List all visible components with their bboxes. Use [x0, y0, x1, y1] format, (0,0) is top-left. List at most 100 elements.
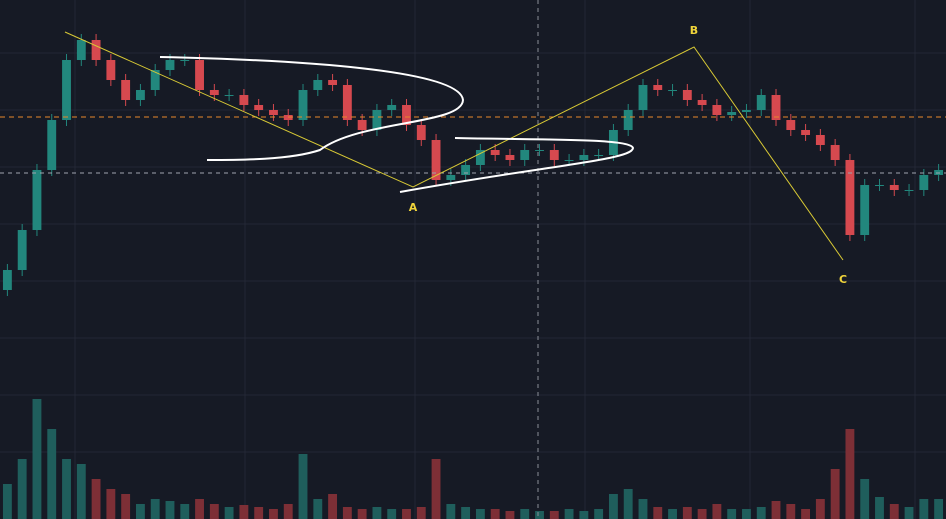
volume-bar	[490, 509, 500, 519]
volume-bar	[106, 489, 116, 519]
candle-body	[357, 120, 367, 130]
candle-body	[653, 85, 663, 90]
volume-bar	[121, 494, 131, 519]
candle-body	[165, 60, 175, 70]
volume-bar	[520, 509, 530, 519]
wave-label: A	[409, 201, 418, 214]
candle-body	[475, 150, 485, 165]
candle-body	[195, 60, 204, 90]
candle-body	[76, 40, 86, 60]
wave-lines	[64, 31, 844, 261]
volume-bar	[934, 499, 944, 519]
volume-bar	[594, 509, 604, 519]
volume-bar	[195, 499, 204, 519]
candle-body	[786, 120, 796, 130]
volume-bar	[668, 509, 677, 519]
candle-body	[461, 165, 471, 175]
candle-body	[106, 60, 116, 80]
candle-body	[771, 95, 781, 120]
volume-bar	[357, 509, 367, 519]
volume-bar	[742, 509, 751, 519]
candle-body	[904, 190, 914, 191]
volume-bar	[431, 459, 441, 519]
candle-body	[549, 150, 559, 160]
candle-body	[697, 100, 707, 105]
volume-bar	[2, 484, 12, 519]
volume-bar	[387, 509, 397, 519]
volume-bar	[372, 507, 382, 519]
volume-bar	[830, 469, 840, 519]
candle-body	[387, 105, 397, 110]
volume-bar	[269, 509, 278, 519]
candle-body	[402, 105, 411, 125]
volume-bar	[342, 507, 352, 519]
candle-body	[150, 70, 160, 90]
candle-body	[756, 95, 766, 110]
candle-body	[742, 110, 751, 112]
candle-body	[239, 95, 249, 105]
candle-body	[431, 140, 441, 180]
candle-body	[801, 130, 811, 135]
volume-bar	[608, 494, 618, 519]
volume-bar	[697, 509, 707, 519]
volume-bar	[815, 499, 825, 519]
candle-body	[62, 60, 71, 120]
candle-body	[668, 90, 677, 91]
volume-bar	[638, 499, 648, 519]
volume-bar	[904, 507, 914, 519]
candle-body	[209, 90, 219, 95]
candle-body	[47, 120, 57, 170]
candle-body	[298, 90, 308, 120]
candle-body	[269, 110, 278, 115]
candle-body	[17, 230, 27, 270]
candle-body	[446, 175, 456, 180]
volume-bar	[623, 489, 633, 519]
candle-body	[682, 90, 692, 100]
drawing-shape	[399, 137, 635, 193]
candle-body	[505, 155, 515, 160]
volume-bar	[416, 507, 426, 519]
candle-body	[135, 90, 145, 100]
volume-bar	[328, 494, 338, 519]
candle-body	[328, 80, 338, 85]
candle-body	[845, 160, 855, 235]
volume-bar	[889, 504, 899, 519]
volume-bar	[712, 504, 722, 519]
candle-body	[254, 105, 264, 110]
candle-body	[313, 80, 323, 90]
volume-bar	[461, 507, 471, 519]
candle-body	[860, 185, 870, 235]
candle-body	[579, 155, 589, 160]
volume-bar	[727, 509, 737, 519]
volume-bar	[313, 499, 323, 519]
candle-body	[638, 85, 648, 110]
candle-body	[919, 175, 929, 190]
candle-body	[815, 135, 825, 145]
candle-body	[121, 80, 131, 100]
volume-bar	[224, 507, 234, 519]
volume-bar	[254, 507, 264, 519]
volume-bar	[564, 509, 574, 519]
candle-body	[180, 60, 190, 61]
volume-bar	[91, 479, 101, 519]
candle-body	[224, 95, 234, 96]
volume-bar	[549, 511, 559, 519]
wave-label: C	[839, 273, 847, 286]
candle-body	[712, 105, 722, 115]
drawing-shape	[159, 56, 465, 161]
volume-bar	[402, 509, 411, 519]
volume-bar	[76, 464, 86, 519]
volume-bar	[875, 497, 884, 519]
candle-body	[91, 40, 101, 60]
volume-bar	[919, 499, 929, 519]
volume-bar	[62, 459, 71, 519]
candle-body	[535, 150, 544, 151]
candle-body	[342, 85, 352, 120]
volume-bar	[165, 501, 175, 519]
candle-body	[2, 270, 12, 290]
candle-body	[416, 125, 426, 140]
candle-body	[490, 150, 500, 155]
candles	[2, 34, 944, 296]
